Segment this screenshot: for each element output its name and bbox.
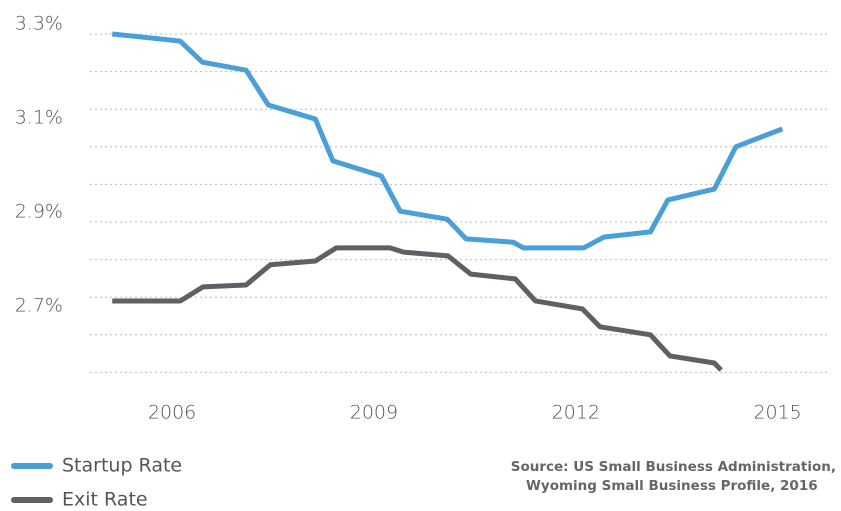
source-line: Source: US Small Business Administration… xyxy=(511,459,836,475)
line-series xyxy=(112,245,723,372)
x-tick-label: 2015 xyxy=(753,402,801,424)
legend-label: Exit Rate xyxy=(62,489,148,511)
y-tick-label: 3.1% xyxy=(15,107,63,129)
x-tick-label: 2006 xyxy=(148,402,196,424)
x-tick-label: 2012 xyxy=(552,402,600,424)
source-line: Wyoming Small Business Profile, 2016 xyxy=(526,478,818,494)
line-series xyxy=(111,31,784,251)
legend-label: Startup Rate xyxy=(62,455,182,477)
y-tick-label: 2.9% xyxy=(15,201,63,223)
x-tick-label: 2009 xyxy=(350,402,398,424)
y-tick-label: 2.7% xyxy=(15,295,63,317)
y-tick-label: 3.3% xyxy=(15,13,63,35)
